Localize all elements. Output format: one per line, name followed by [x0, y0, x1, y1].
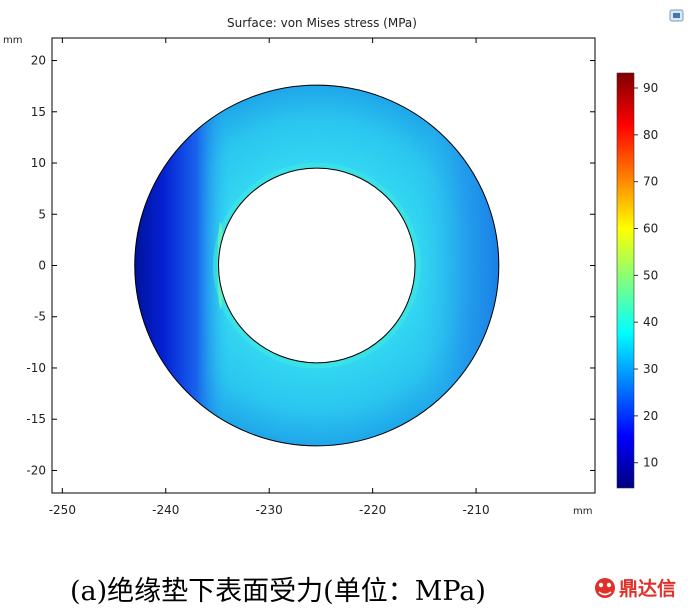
stress-annulus	[134, 84, 500, 447]
y-tick-label: -15	[26, 412, 46, 426]
watermark-text: 鼎达信	[619, 577, 676, 600]
colorbar-tick-label: 40	[643, 315, 658, 329]
colorbar-tick-label: 60	[643, 222, 658, 236]
x-tick-label: -250	[49, 503, 76, 517]
x-axis-ticks: -250 -240 -230 -220 -210	[49, 38, 490, 517]
y-axis-ticks: 20 15 10 5 0 -5 -10 -15 -20	[26, 54, 595, 477]
y-tick-label: 10	[31, 156, 46, 170]
colorbar-ticks: 90 80 70 60 50 40 30 20 10	[634, 81, 658, 470]
y-tick-label: -10	[26, 361, 46, 375]
y-tick-label: 15	[31, 105, 46, 119]
x-tick-label: -230	[256, 503, 283, 517]
x-tick-label: -240	[152, 503, 179, 517]
chart-title: Surface: von Mises stress (MPa)	[227, 16, 417, 30]
x-axis-unit: mm	[573, 506, 592, 517]
x-tick-label: -220	[359, 503, 386, 517]
outer-boundary	[134, 84, 500, 447]
colorbar-tick-label: 50	[643, 268, 658, 282]
colorbar	[616, 72, 635, 489]
y-tick-label: -5	[34, 310, 46, 324]
y-tick-label: -20	[26, 463, 46, 477]
y-tick-label: 0	[38, 259, 46, 273]
colorbar-tick-label: 80	[643, 128, 658, 142]
colorbar-tick-label: 70	[643, 175, 658, 189]
colorbar-tick-label: 10	[643, 456, 658, 470]
inner-boundary	[218, 167, 416, 364]
figure-caption: (a)绝缘垫下表面受力(单位：MPa)	[70, 576, 486, 607]
dingdaxin-logo-icon	[595, 578, 615, 598]
y-tick-label: 20	[31, 54, 46, 68]
y-axis-unit: mm	[3, 35, 22, 46]
inner-rim-highlight	[213, 162, 421, 369]
colorbar-tick-label: 20	[643, 409, 658, 423]
y-tick-label: 5	[38, 207, 46, 221]
colorbar-tick-label: 90	[643, 81, 658, 95]
export-image-icon[interactable]	[669, 9, 684, 22]
x-tick-label: -210	[462, 503, 489, 517]
colorbar-tick-label: 30	[643, 362, 658, 376]
